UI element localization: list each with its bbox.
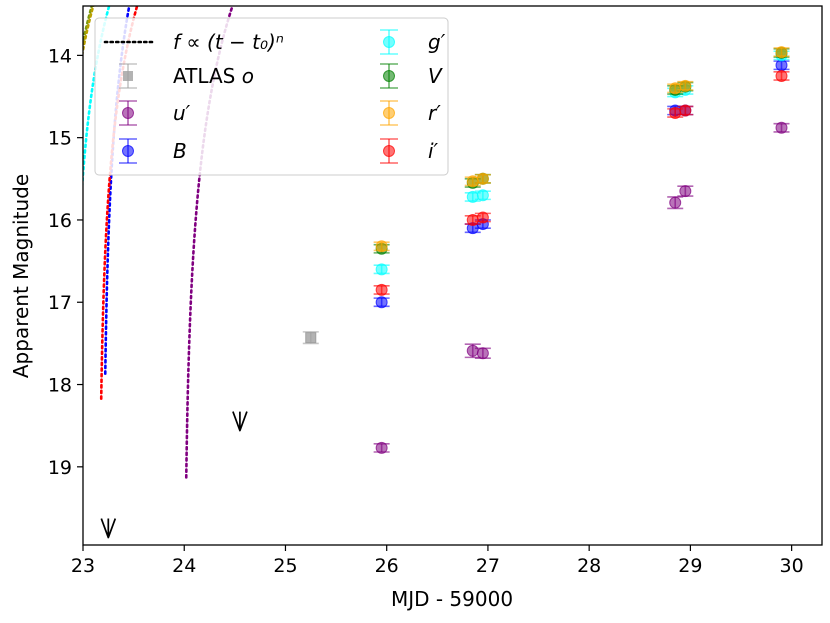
x-tick-label: 26 xyxy=(375,555,399,577)
y-tick-label: 17 xyxy=(48,292,72,314)
point-g-prime xyxy=(474,189,491,202)
fit-curve-u-prime xyxy=(184,6,234,479)
x-tick-label: 23 xyxy=(71,555,95,577)
point-r-prime xyxy=(677,79,694,92)
legend-box xyxy=(94,17,449,176)
upper-limit-arrow xyxy=(100,518,117,539)
point-r-prime xyxy=(474,172,491,185)
upper-limits xyxy=(100,411,248,539)
legend: f ∝ (t − t₀)ⁿ ATLAS o u′ Bg′ Vr′ i′ xyxy=(94,17,449,176)
y-tick-label: 16 xyxy=(48,210,72,232)
x-tick-label: 29 xyxy=(678,555,702,577)
point-atlas-o xyxy=(302,331,319,345)
x-axis-label: MJD - 59000 xyxy=(391,587,513,611)
legend-label: u′ xyxy=(173,101,191,125)
y-axis-label: Apparent Magnitude xyxy=(9,174,33,378)
point-u-prime xyxy=(474,347,491,360)
plot-frame xyxy=(82,5,823,546)
legend-label: g′ xyxy=(428,30,446,54)
legend-entry-fit: f ∝ (t − t₀)ⁿ xyxy=(103,30,284,54)
legend-label: r′ xyxy=(428,101,441,125)
point-r-prime xyxy=(773,46,790,59)
point-i-prime xyxy=(677,104,694,117)
legend-entry-atlas-o: ATLAS o xyxy=(119,63,254,89)
x-tick-label: 30 xyxy=(780,555,804,577)
point-i-prime xyxy=(773,69,790,82)
point-r-prime xyxy=(373,240,390,253)
legend-entry-g-prime: g′ xyxy=(380,29,446,55)
x-tick-label: 25 xyxy=(273,555,297,577)
legend-label: f ∝ (t − t₀)ⁿ xyxy=(173,30,284,54)
legend-label: i′ xyxy=(428,139,439,163)
legend-entry-r-prime: r′ xyxy=(380,100,441,126)
y-tick-label: 19 xyxy=(48,457,72,479)
x-tick-label: 27 xyxy=(476,555,500,577)
x-tick-label: 24 xyxy=(172,555,196,577)
point-g-prime xyxy=(373,263,390,276)
x-tick-label: 28 xyxy=(577,555,601,577)
point-b xyxy=(773,59,790,72)
point-u-prime xyxy=(667,196,684,210)
legend-entry-b: B xyxy=(119,138,187,164)
legend-entry-u-prime: u′ xyxy=(119,100,191,126)
y-axis-ticks: 14 15 16 17 18 19 xyxy=(48,45,83,479)
point-b xyxy=(373,296,390,309)
point-i-prime xyxy=(474,211,491,224)
y-tick-label: 18 xyxy=(48,375,72,397)
legend-label: B xyxy=(173,139,187,163)
point-u-prime xyxy=(373,441,390,454)
legend-entry-i-prime: i′ xyxy=(380,138,439,164)
y-tick-label: 14 xyxy=(48,45,72,67)
y-tick-label: 15 xyxy=(48,128,72,150)
point-u-prime xyxy=(677,185,694,198)
x-axis-ticks: 23 24 25 26 27 28 29 30 xyxy=(71,545,804,577)
legend-label: ATLAS o xyxy=(173,64,254,88)
upper-limit-arrow xyxy=(232,411,248,432)
legend-entry-v: V xyxy=(380,63,443,89)
point-i-prime xyxy=(373,283,390,296)
legend-label: V xyxy=(428,64,443,88)
point-u-prime xyxy=(773,121,790,134)
data-points xyxy=(302,46,790,454)
